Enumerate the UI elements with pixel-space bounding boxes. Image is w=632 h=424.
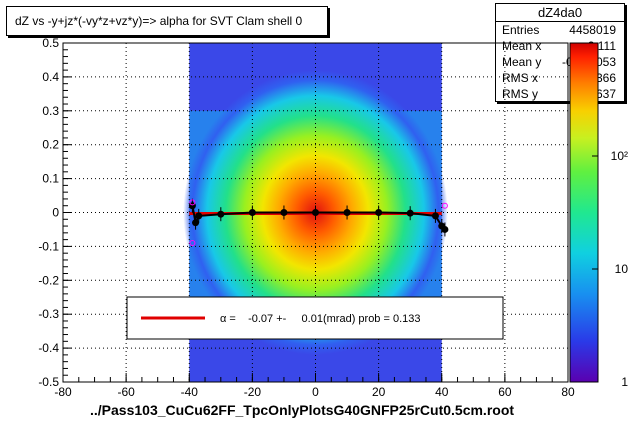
colorbar-label: 1 — [621, 375, 628, 389]
colorbar — [569, 42, 599, 383]
profile-point — [217, 210, 225, 218]
stat-label: RMS y — [502, 87, 538, 101]
profile-point — [441, 225, 449, 233]
outlier-marker — [189, 240, 196, 247]
profile-point — [248, 209, 256, 216]
x-tick-label: 0 — [312, 385, 319, 399]
profile-point — [312, 209, 319, 216]
stat-row-entries: Entries 4458019 — [496, 22, 624, 38]
profile-point — [280, 209, 288, 216]
profile-point — [375, 209, 383, 216]
y-tick-label: -0.4 — [38, 341, 59, 355]
stat-label: Mean y — [502, 55, 542, 69]
fit-legend: α = -0.07 +- 0.01(mrad) prob = 0.133 — [126, 296, 504, 340]
y-tick-label: 0 — [52, 206, 59, 220]
y-tick-label: 0.4 — [42, 70, 59, 84]
colorbar-label: 10 — [615, 262, 629, 276]
x-tick-label: -20 — [244, 385, 262, 399]
profile-point — [406, 209, 414, 217]
profile-point — [431, 212, 439, 220]
x-tick-label: -60 — [117, 385, 135, 399]
stat-value: 4458019 — [569, 23, 616, 37]
profile-point — [192, 219, 200, 227]
y-tick-label: 0.2 — [42, 138, 59, 152]
outlier-marker — [189, 199, 196, 206]
y-tick-label: 0.3 — [42, 104, 59, 118]
x-tick-label: -40 — [181, 385, 199, 399]
x-tick-label: -80 — [54, 385, 72, 399]
profile-points — [188, 198, 449, 247]
stat-label: RMS x — [502, 71, 538, 85]
plot-frame — [62, 42, 569, 383]
plot-title: dZ vs -y+jz*(-vy*z+vz*y)=> alpha for SVT… — [6, 6, 328, 36]
legend-text: α = -0.07 +- 0.01(mrad) prob = 0.133 — [220, 313, 421, 325]
colorbar-labels: 1 10 10² — [592, 149, 628, 389]
y-tick-label: -0.1 — [38, 239, 59, 253]
x-tick-label: 80 — [561, 385, 575, 399]
profile-point — [343, 209, 351, 216]
y-tick-label: -0.3 — [38, 307, 59, 321]
x-tick-label: 60 — [498, 385, 512, 399]
stats-title: dZ4da0 — [496, 4, 624, 22]
y-tick-label: -0.5 — [38, 375, 59, 389]
colorbar-label: 10² — [611, 149, 628, 163]
profile-point — [195, 212, 203, 220]
x-axis-title: ../Pass103_CuCu62FF_TpcOnlyPlotsG40GNFP2… — [90, 402, 515, 418]
x-tick-label: 40 — [435, 385, 449, 399]
axis-ticks: -80 -60 -40 -20 0 20 40 60 80 -0.5 -0.4 -0.3 -0.2 -0.… — [38, 36, 575, 399]
y-tick-label: 0.1 — [42, 172, 59, 186]
y-tick-label: -0.2 — [38, 273, 59, 287]
y-tick-label: 0.5 — [42, 36, 59, 50]
x-tick-label: 20 — [372, 385, 386, 399]
outlier-marker — [441, 202, 448, 209]
stat-label: Entries — [502, 23, 540, 37]
